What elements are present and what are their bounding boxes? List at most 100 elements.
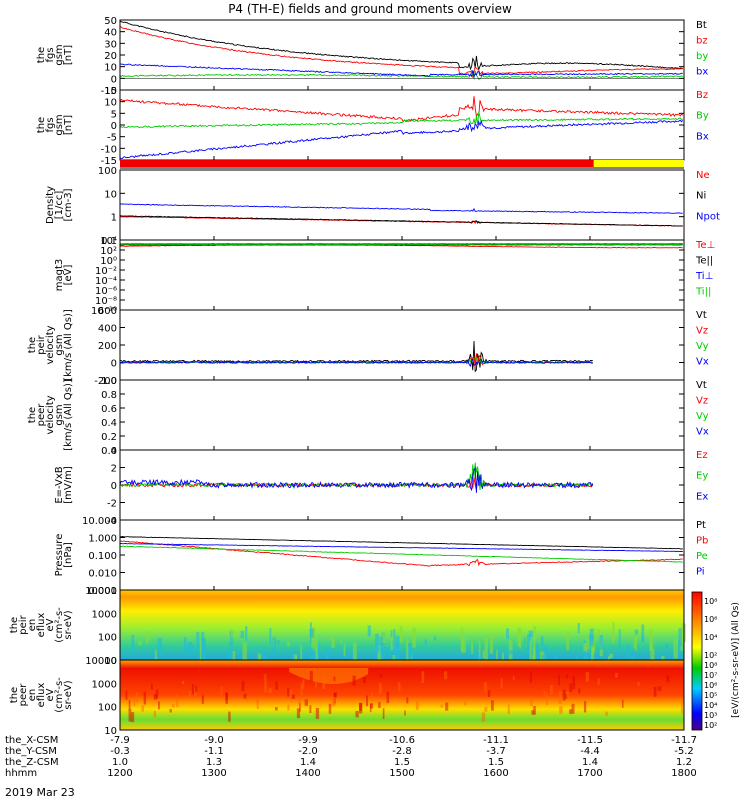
spectrogram-ions-texture [471,642,473,654]
flag-yellow-segment [594,160,684,167]
panel-fgs-gsm-zoom-legend-2: Bx [696,131,709,142]
spectrogram-electrons-texture [491,700,494,710]
spectrogram-ions-texture [649,629,653,650]
spectrogram-electrons-texture [569,709,572,714]
panel-fgs-gsm-ylabel: thefgsgsm[nT] [36,44,74,65]
spectrogram-ions-texture [509,650,513,654]
spectrogram-ions-texture [517,628,520,647]
spectrogram-ions-texture [578,623,580,633]
spectrogram-electrons-texture [301,683,303,695]
panel-fgs-gsm-ytick-label: 10 [104,63,117,74]
x-axis-tick-label: -11.1 [483,735,509,746]
x-axis: the_X-CSM-7.9-9.0-9.9-10.6-11.1-11.5-11.… [5,735,697,779]
spectrogram-ions-texture [673,639,677,658]
spectrogram-ions-texture [231,632,235,638]
x-axis-tick-label: 1500 [389,768,414,779]
spectrogram-electrons-texture [275,681,278,690]
spectrogram-ions-texture [240,631,244,638]
trace-ni [120,216,683,227]
spectrogram-electrons-texture [192,684,194,694]
spectrogram-electrons-texture [363,677,366,683]
panel-peir-velocity: thepeirvelocitygsm[km/s (All Qs)]6004002… [27,306,709,387]
spectrogram-ions-texture [155,650,157,661]
spectrogram-electrons-texture [530,672,532,683]
spectrogram-electrons-texture [422,671,424,683]
spectrogram-ions-texture [228,649,232,658]
panel-temperature-legend-0: Te⊥ [695,240,715,251]
spectrogram-electrons-texture [569,683,572,692]
panel-peir-velocity-ytick-label: 400 [98,324,117,335]
spectrogram-electrons-texture [334,692,337,697]
spectrogram-electrons-texture [550,685,553,695]
spectrogram-ions-texture [566,632,569,650]
panel-efield-ytick-label: 4 [111,446,117,457]
spectrogram-electrons-texture [134,697,136,706]
panel-peir-eflux-ytick-label: 1000 [92,609,117,620]
spectrogram-ions-texture [641,624,644,642]
x-axis-tick-label: 1800 [671,768,696,779]
colorbar-tick-top: 10² [704,651,717,660]
spectrogram-ions-texture [191,645,194,653]
spectrogram-electrons-texture [586,672,589,682]
spectrogram-electrons-texture [287,688,289,697]
panel-peer-eflux-ytick-label: 10000 [85,656,117,667]
spectrogram-electrons-texture [681,701,683,714]
colorbar-tick-bottom: 10⁸ [704,661,717,670]
x-axis-tick-label: 1200 [107,768,132,779]
date-label: 2019 Mar 23 [5,786,75,799]
spectrogram-electrons-texture [379,683,382,694]
panel-temperature-ylabel: magt3[eV] [54,259,74,292]
spectrogram-electrons-texture [189,691,191,698]
x-axis-tick-label: -1.1 [204,746,224,757]
spectrogram-electrons-texture [136,693,138,703]
spectrogram-ions-texture [590,629,594,642]
spectrogram-ions-texture [146,631,149,643]
colorbar-tick-top: 10⁴ [704,633,717,642]
spectrogram-ions-texture [131,635,134,651]
spectrogram-ions-texture [535,643,538,658]
panels: thefgsgsm[nT]50403020100-10Btbzbybxthefg… [9,16,741,737]
panel-peer-eflux-ylabel-line: sr-eV) [63,680,74,709]
spectrogram-electrons-texture [125,691,127,700]
spectrogram-electrons-texture [275,707,278,710]
panel-temperature-ylabel-line: [eV] [63,265,74,286]
spectrogram-ions-texture [344,644,346,657]
trace-bz [120,27,683,78]
panel-fgs-gsm-legend-2: by [696,51,708,62]
x-axis-tick-label: 1.4 [300,757,316,768]
spectrogram-ions-texture [287,642,289,647]
spectrogram-electrons-texture [488,690,490,697]
x-axis-tick-label: 1.5 [394,757,410,768]
spectrogram-electrons-texture [144,692,146,705]
spectrogram-electrons-texture [256,699,258,703]
spectrogram-electrons-texture [129,700,131,710]
x-axis-tick-label: -11.7 [671,735,697,746]
x-axis-tick-label: -2.0 [298,746,318,757]
spectrogram-electrons-texture [546,694,548,705]
spectrogram-electrons-texture [221,686,223,695]
spectrogram-ions-texture [541,636,544,646]
x-axis-tick-label: -0.3 [110,746,130,757]
trace-by2 [120,112,683,128]
spectrogram-ions-texture [434,636,436,640]
panel-temperature-legend-3: Ti|| [695,287,711,298]
panel-fgs-gsm-zoom-ytick-label: 10 [104,98,117,109]
spectrogram-electrons-texture [566,691,569,697]
panel-peer-eflux: thepeerenefluxeV(cm²-s-sr-eV)10000100010… [9,656,684,737]
x-axis-tick-label: -2.8 [392,746,412,757]
spectrogram-ions-texture [310,629,314,638]
panel-pressure-ytick-label: 10.000 [82,516,117,527]
panel-fgs-gsm-ytick-label: 20 [104,51,117,62]
panel-density-frame [120,170,684,240]
panel-fgs-gsm-ytick-label: 40 [104,28,117,39]
spectrogram-electrons-texture [464,701,466,705]
panel-fgs-gsm-ylabel-line: [nT] [63,45,74,65]
spectrogram-electrons-texture [195,686,197,693]
panel-peir-velocity-ytick-label: 0 [111,359,117,370]
panel-peir-velocity-legend-1: Vz [696,326,708,337]
spectrogram-electrons-texture [154,694,157,699]
